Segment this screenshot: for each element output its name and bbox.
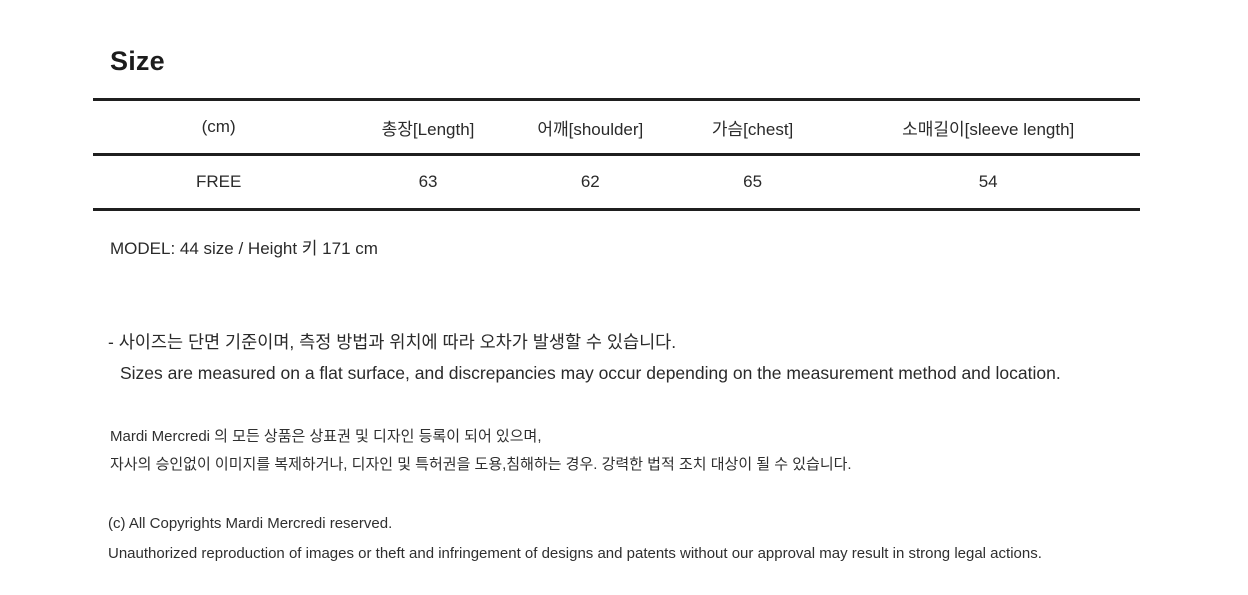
page-title: Size	[110, 46, 165, 76]
note-english: Sizes are measured on a flat surface, an…	[120, 363, 1061, 383]
size-label-cell: FREE	[195, 172, 242, 191]
legal-notice-korean: Mardi Mercredi 의 모든 상품은 상표권 및 디자인 등록이 되어…	[110, 423, 1188, 479]
column-header-sleeve-length: 소매길이[sleeve length]	[902, 119, 1075, 139]
sleeve-length-value-cell: 54	[978, 172, 998, 191]
shoulder-value-cell: 62	[580, 172, 600, 191]
column-header-shoulder: 어깨[shoulder]	[537, 119, 644, 139]
measurement-notes: - 사이즈는 단면 기준이며, 측정 방법과 위치에 따라 오차가 발생할 수 …	[108, 327, 1188, 389]
length-value-cell: 63	[418, 172, 438, 191]
legal-notice-english: (c) All Copyrights Mardi Mercredi reserv…	[108, 509, 1188, 569]
size-table-header-row: (cm) 총장[Length] 어깨[shoulder] 가슴[chest] 소…	[93, 100, 1140, 155]
model-info-text: MODEL: 44 size / Height 키 171 cm	[110, 239, 378, 258]
column-header-unit: (cm)	[201, 117, 236, 136]
note-korean: - 사이즈는 단면 기준이며, 측정 방법과 위치에 따라 오차가 발생할 수 …	[108, 332, 677, 352]
size-table-row-free: FREE 63 62 65 54	[93, 155, 1140, 210]
size-info-panel: Size (cm) 총장[Length] 어깨[shoulder] 가슴[che…	[93, 46, 1188, 569]
chest-value-cell: 65	[743, 172, 763, 191]
legal-korean-line2: 자사의 승인없이 이미지를 복제하거나, 디자인 및 특허권을 도용,침해하는 …	[110, 456, 852, 473]
legal-korean-line1: Mardi Mercredi 의 모든 상품은 상표권 및 디자인 등록이 되어…	[110, 428, 542, 445]
size-table: (cm) 총장[Length] 어깨[shoulder] 가슴[chest] 소…	[93, 98, 1140, 211]
column-header-length: 총장[Length]	[381, 119, 475, 139]
copyright-text: (c) All Copyrights Mardi Mercredi reserv…	[108, 515, 393, 532]
legal-english-line: Unauthorized reproduction of images or t…	[108, 545, 1042, 562]
column-header-chest: 가슴[chest]	[711, 119, 794, 139]
